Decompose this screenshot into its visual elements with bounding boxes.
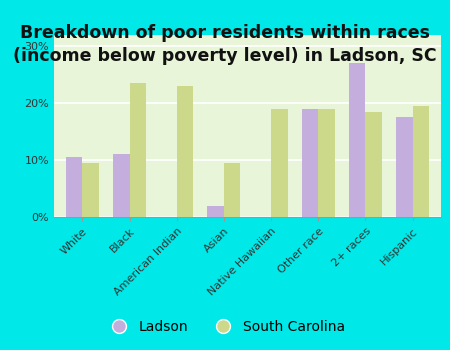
Bar — [365, 112, 382, 217]
Bar — [224, 163, 240, 217]
Bar — [113, 154, 130, 217]
Bar — [130, 83, 146, 217]
Bar — [82, 163, 99, 217]
Bar — [396, 118, 413, 217]
Bar — [318, 109, 335, 217]
Legend: Ladson, South Carolina: Ladson, South Carolina — [100, 314, 350, 340]
Bar — [302, 109, 318, 217]
Bar — [413, 106, 429, 217]
Bar — [66, 157, 82, 217]
Text: Breakdown of poor residents within races
(income below poverty level) in Ladson,: Breakdown of poor residents within races… — [13, 25, 437, 65]
Bar — [177, 86, 193, 217]
Bar — [271, 109, 288, 217]
Bar — [349, 63, 365, 217]
Bar — [207, 206, 224, 217]
